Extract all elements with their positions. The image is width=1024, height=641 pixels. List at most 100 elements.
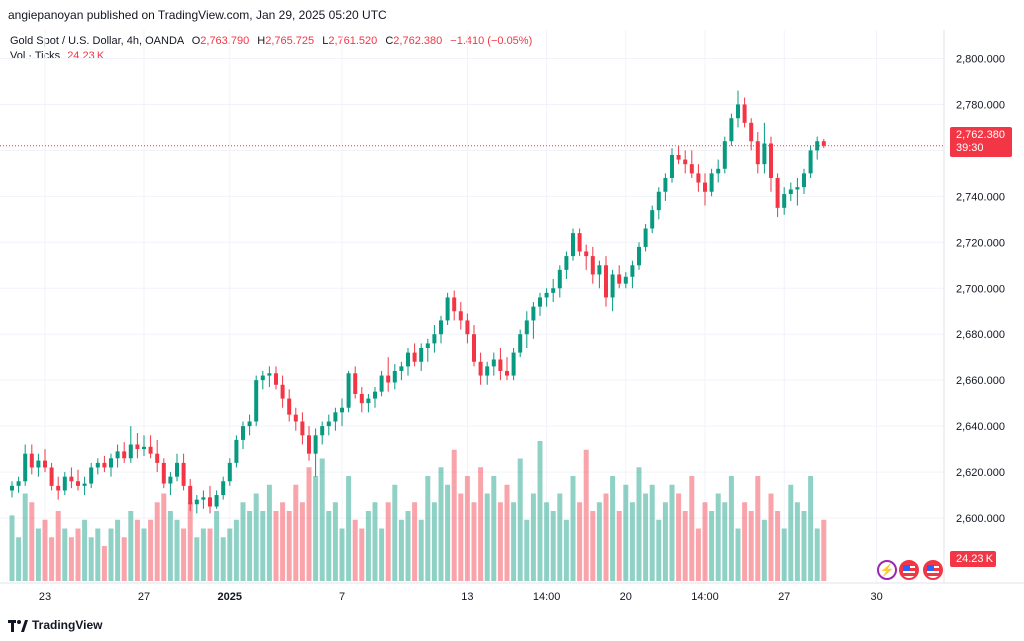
volume-bar xyxy=(161,493,167,581)
candle-body xyxy=(419,347,424,362)
volume-bar xyxy=(214,511,220,581)
publish-text[interactable]: angiepanoyan published on TradingView.co… xyxy=(8,8,387,22)
candle-body xyxy=(485,366,490,376)
price-chart[interactable]: 2,800.0002,780.0002,760.0002,740.0002,72… xyxy=(0,30,1024,615)
us-flag-icon[interactable] xyxy=(923,560,943,580)
candle-body xyxy=(36,460,41,468)
volume-indicator-label[interactable]: Vol · Ticks xyxy=(10,50,61,62)
volume-bar xyxy=(398,519,404,581)
volume-bar xyxy=(365,511,371,581)
volume-bar xyxy=(299,502,305,581)
price-tick-label: 2,780.000 xyxy=(956,99,1005,111)
candle-body xyxy=(16,481,21,486)
candle-body xyxy=(544,292,549,298)
volume-bar xyxy=(458,493,464,581)
candle-body xyxy=(320,426,325,436)
candle-body xyxy=(670,154,674,178)
close-key: C xyxy=(385,35,394,47)
time-tick-label: 30 xyxy=(870,591,882,603)
candle-body xyxy=(399,366,404,371)
volume-bar xyxy=(478,467,484,581)
volume-bar xyxy=(524,519,530,581)
volume-bar xyxy=(596,502,602,581)
time-tick-label: 20 xyxy=(620,591,632,603)
candle-body xyxy=(247,421,252,427)
candle-body xyxy=(445,297,450,321)
volume-bar xyxy=(134,519,140,581)
volume-bar xyxy=(359,528,365,581)
price-tick-label: 2,680.000 xyxy=(956,329,1005,341)
volume-bar xyxy=(405,511,411,581)
candle-body xyxy=(227,462,232,482)
volume-bar xyxy=(431,502,437,581)
volume-bar xyxy=(68,537,74,581)
candle-body xyxy=(293,414,298,422)
candle-body xyxy=(280,384,285,399)
candle-body xyxy=(326,421,331,427)
candle-body xyxy=(155,453,160,463)
candle-body xyxy=(439,320,443,335)
price-tick-label: 2,660.000 xyxy=(956,375,1005,387)
candle-body xyxy=(742,104,747,123)
candle-body xyxy=(392,370,397,383)
candle-body xyxy=(122,451,127,459)
candle-body xyxy=(82,483,87,486)
volume-bar xyxy=(194,537,200,581)
volume-bar xyxy=(286,511,292,581)
volume-bar xyxy=(610,476,616,581)
candle-body xyxy=(577,233,582,252)
volume-bar xyxy=(438,467,444,581)
volume-bar xyxy=(781,528,787,581)
candle-body xyxy=(274,373,278,385)
volume-bar xyxy=(695,528,701,581)
volume-bar xyxy=(768,493,774,581)
publish-bar: angiepanoyan published on TradingView.co… xyxy=(0,0,1024,30)
candle-body xyxy=(194,499,199,505)
candle-body xyxy=(452,297,457,312)
volume-bar xyxy=(154,502,160,581)
candle-body xyxy=(650,210,655,229)
volume-bar xyxy=(491,476,497,581)
volume-bar xyxy=(22,493,28,581)
time-tick-label: 14:00 xyxy=(533,591,561,603)
volume-bar xyxy=(220,537,226,581)
tradingview-brand: TradingView xyxy=(32,618,103,632)
volume-bar xyxy=(385,502,391,581)
bar-countdown: 39:30 xyxy=(956,142,984,154)
candle-body xyxy=(221,481,226,496)
volume-bar xyxy=(55,511,61,581)
candle-body xyxy=(538,297,542,307)
lightning-icon[interactable]: ⚡ xyxy=(877,560,897,580)
last-price-label: 2,762.380 39:30 xyxy=(950,127,1012,157)
candle-body xyxy=(115,451,120,459)
volume-bar xyxy=(187,502,193,581)
volume-bar xyxy=(200,528,206,581)
candle-body xyxy=(128,444,133,459)
candle-body xyxy=(406,352,410,367)
volume-bar xyxy=(379,528,385,581)
volume-bar xyxy=(167,511,173,581)
candle-body xyxy=(333,412,338,422)
volume-bar xyxy=(471,502,477,581)
candle-body xyxy=(188,485,193,505)
candle-body xyxy=(716,168,721,174)
volume-bar xyxy=(273,511,279,581)
symbol-label[interactable]: Gold Spot / U.S. Dollar, 4h, OANDA xyxy=(10,35,184,47)
us-flag-icon[interactable] xyxy=(899,560,919,580)
volume-bar xyxy=(517,458,523,581)
candle-body xyxy=(175,462,179,477)
candle-body xyxy=(630,265,635,277)
candle-body xyxy=(109,458,113,468)
volume-bar xyxy=(669,484,675,581)
volume-bar xyxy=(88,537,94,581)
volume-bar xyxy=(181,528,187,581)
volume-bar xyxy=(352,519,358,581)
candle-body xyxy=(821,141,826,146)
candle-body xyxy=(531,306,536,321)
volume-bar xyxy=(9,515,15,581)
volume-bar xyxy=(247,511,253,581)
candle-body xyxy=(709,173,714,192)
legend-row-volume: Vol · Ticks 24.23 K xyxy=(10,49,532,64)
candle-body xyxy=(346,373,351,408)
volume-bar xyxy=(108,528,114,581)
